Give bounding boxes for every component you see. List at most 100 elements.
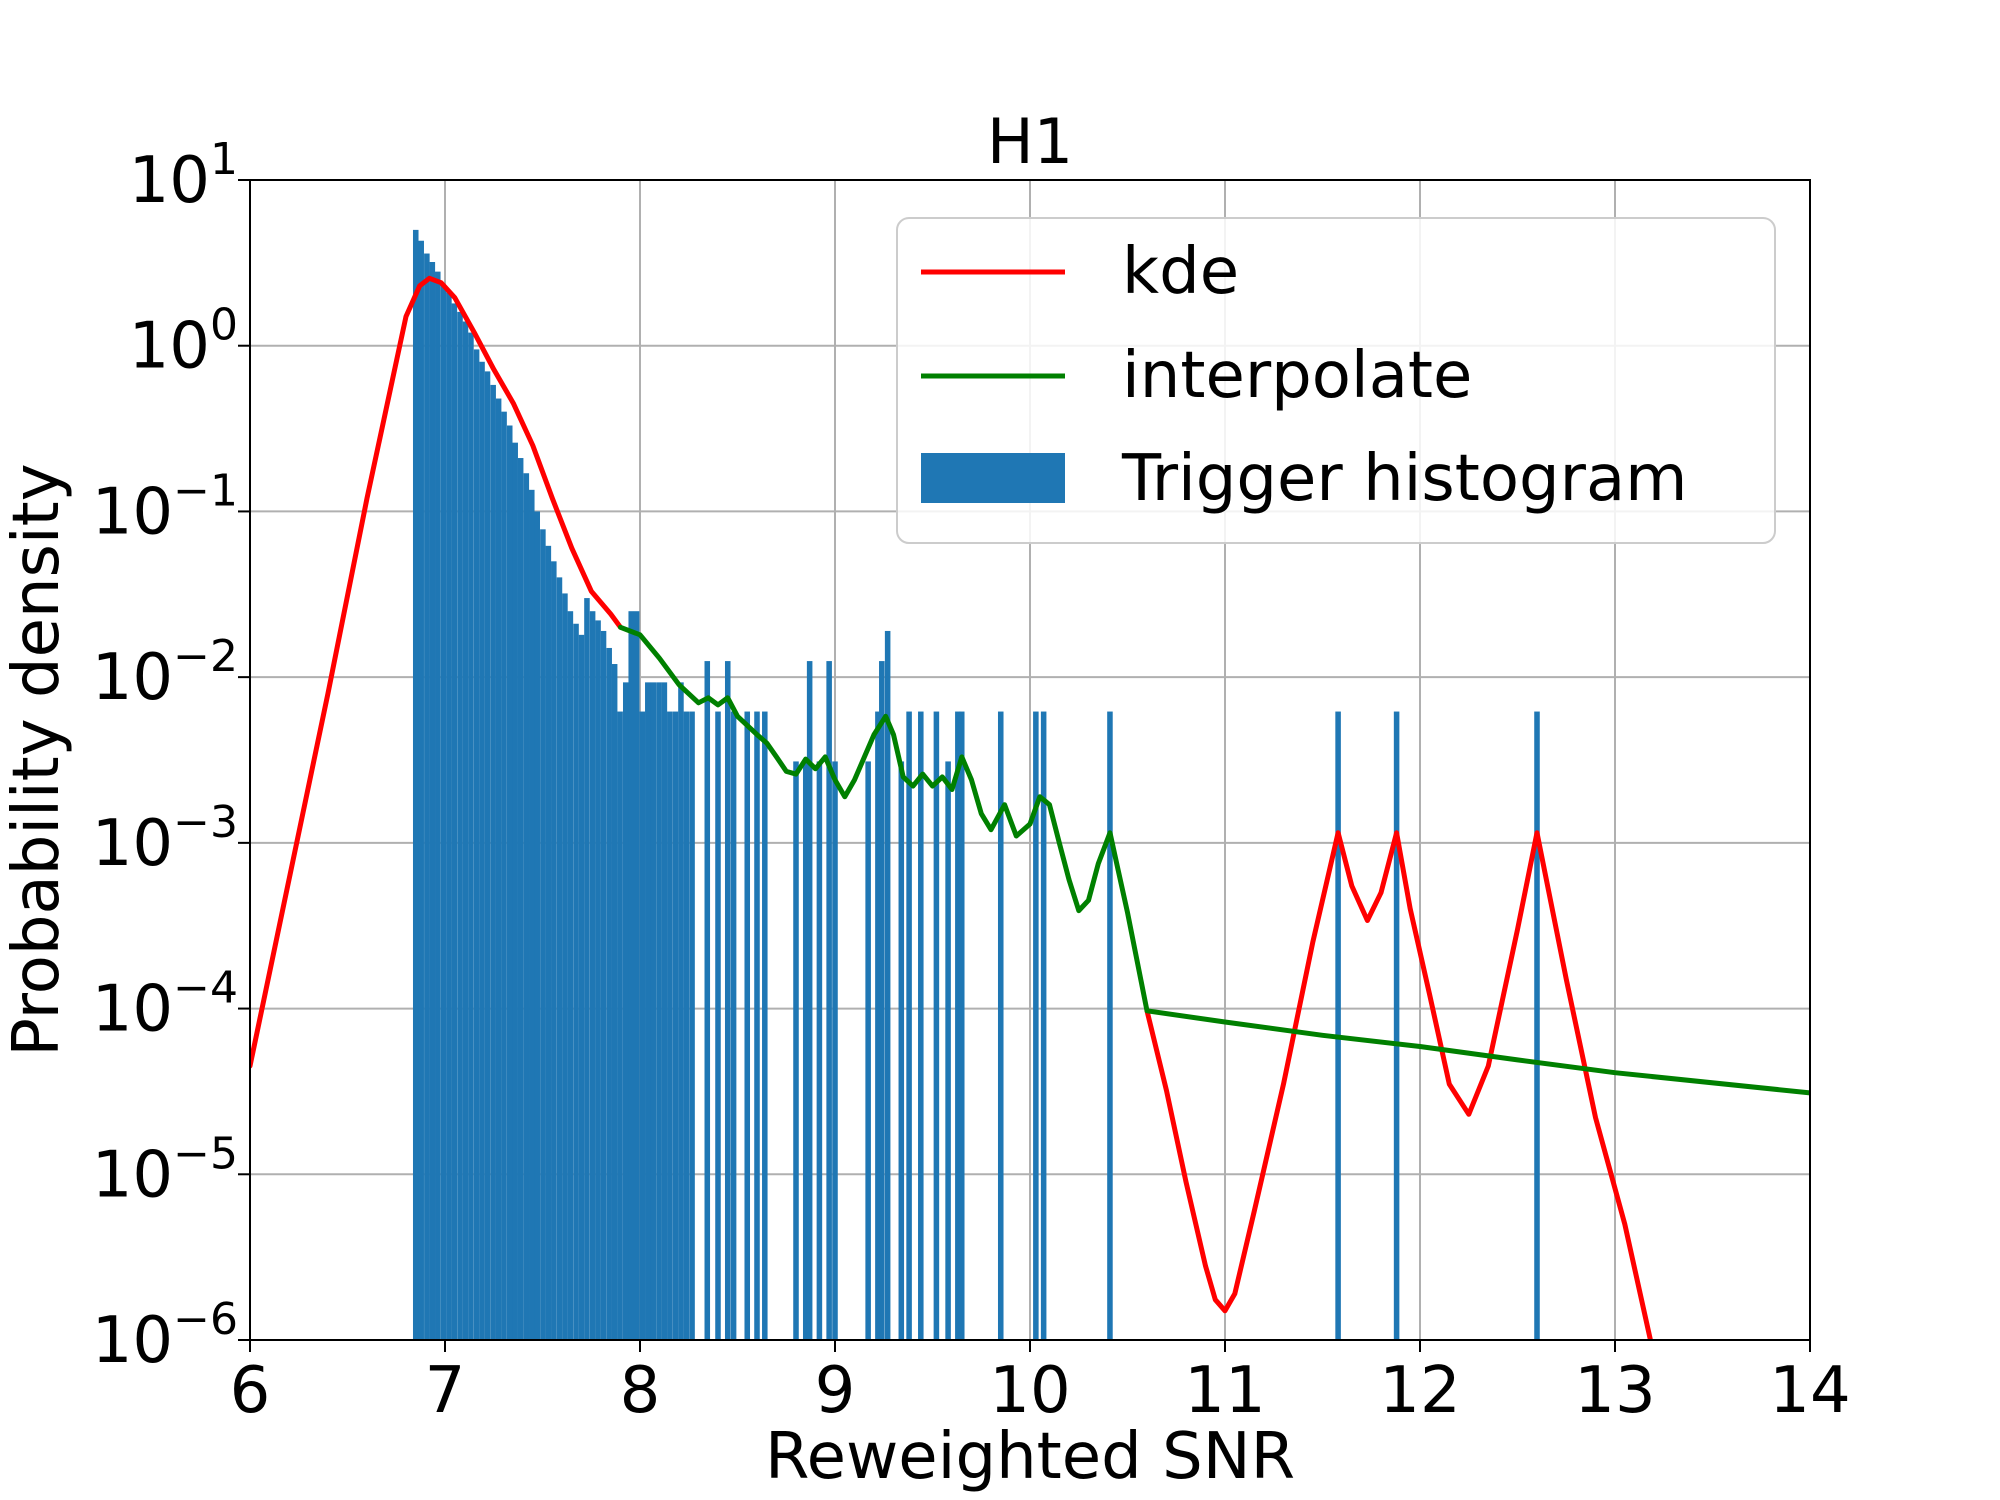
histogram-bar	[622, 682, 629, 1340]
histogram-bar	[551, 561, 557, 1340]
histogram-bar	[744, 711, 751, 1340]
histogram-bar	[898, 761, 905, 1340]
histogram-bar	[424, 253, 430, 1341]
histogram-bar	[523, 473, 530, 1341]
histogram-bar	[440, 285, 447, 1341]
x-tick-label: 7	[425, 1354, 466, 1428]
histogram-bar	[816, 761, 823, 1340]
histogram-bar	[529, 489, 535, 1340]
histogram-bar	[639, 711, 646, 1340]
histogram-bar	[617, 711, 623, 1340]
histogram-bar	[683, 711, 690, 1340]
histogram-bar	[997, 711, 1004, 1340]
histogram-bar	[562, 593, 568, 1340]
histogram-bar	[678, 682, 684, 1340]
histogram-bar	[457, 311, 463, 1341]
histogram-bar	[484, 371, 491, 1340]
histogram-bar	[512, 442, 518, 1340]
histogram-bar	[661, 682, 668, 1340]
x-tick-label: 9	[815, 1354, 856, 1428]
histogram-bar	[933, 711, 940, 1340]
histogram-bar	[501, 411, 507, 1340]
histogram-bar	[875, 711, 881, 1340]
series-lines	[250, 275, 1810, 1340]
histogram-bar	[667, 711, 673, 1340]
histogram-bar	[412, 229, 419, 1340]
x-tick-label: 8	[620, 1354, 661, 1428]
histogram-bar	[628, 611, 634, 1340]
histogram-bar	[490, 384, 496, 1341]
histogram-bar	[724, 661, 731, 1340]
histogram-bar	[1040, 711, 1047, 1340]
histogram-bar	[762, 711, 768, 1340]
y-tick-label: 10−3	[92, 797, 238, 881]
histogram-bar	[645, 682, 651, 1340]
y-axis-label: Probability density	[0, 463, 74, 1056]
x-tick-label: 6	[230, 1354, 271, 1428]
histogram-bar	[545, 545, 552, 1340]
legend: kde interpolate Trigger histogram	[896, 217, 1776, 544]
y-tick-label: 10−4	[92, 963, 238, 1047]
histogram-bar	[468, 332, 474, 1340]
histogram-bar	[567, 611, 574, 1340]
histogram-bar	[611, 664, 618, 1340]
histogram-bar	[534, 511, 541, 1340]
histogram-bar	[606, 647, 612, 1340]
x-tick-label: 11	[1184, 1354, 1265, 1428]
legend-box	[896, 217, 1776, 544]
y-tick-label: 10−1	[92, 465, 238, 549]
histogram-bar	[506, 425, 513, 1340]
histogram-bar	[672, 711, 679, 1340]
y-axis-ticks: 10−6 10−5 10−4 10−3 10−2 10−1 100 101	[92, 134, 250, 1378]
histogram-bar	[589, 611, 596, 1340]
histogram-bar	[730, 711, 737, 1340]
histogram-bar	[1107, 711, 1113, 1340]
histogram-bar	[517, 458, 524, 1340]
histogram-bar	[955, 711, 961, 1340]
histogram-bar	[832, 761, 838, 1340]
histogram-bar	[806, 661, 813, 1340]
histogram-bar	[595, 620, 601, 1340]
histogram-bars	[412, 229, 1540, 1341]
histogram-bar	[1534, 711, 1540, 1340]
histogram-bar	[556, 577, 563, 1340]
histogram-bar	[633, 611, 640, 1340]
histogram-bar	[945, 761, 951, 1340]
x-tick-label: 14	[1769, 1354, 1850, 1428]
histogram-bar	[826, 661, 832, 1340]
x-axis-ticks: 6 7 8 9 10 11 12 13 14	[230, 1340, 1851, 1428]
histogram-bar	[1393, 711, 1400, 1340]
x-tick-label: 13	[1574, 1354, 1655, 1428]
histogram-bar	[715, 711, 721, 1340]
y-tick-label: 10−6	[92, 1294, 238, 1378]
y-tick-label: 101	[129, 134, 238, 218]
histogram-bar	[584, 598, 590, 1340]
histogram-bar	[906, 711, 912, 1340]
histogram-bar	[540, 529, 546, 1340]
y-tick-label: 10−5	[92, 1128, 238, 1212]
chart-title: H1	[987, 105, 1073, 178]
histogram-bar	[451, 303, 458, 1340]
histogram-bar	[879, 661, 885, 1340]
histogram-bar	[754, 711, 760, 1340]
x-tick-label: 10	[989, 1354, 1070, 1428]
histogram-bar	[802, 761, 809, 1340]
legend-histogram-swatch	[921, 453, 1065, 503]
histogram-bar	[600, 630, 607, 1340]
legend-histogram-label: Trigger histogram	[1121, 442, 1688, 516]
legend-kde-label: kde	[1122, 235, 1239, 309]
x-tick-label: 12	[1379, 1354, 1460, 1428]
histogram-bar	[473, 349, 480, 1341]
histogram-bar	[495, 398, 502, 1340]
histogram-bar	[578, 634, 585, 1340]
kde-line	[1144, 830, 1653, 1340]
histogram-bar	[958, 711, 965, 1340]
histogram-bar	[650, 682, 657, 1340]
x-axis-label: Reweighted SNR	[765, 1420, 1295, 1494]
histogram-bar	[418, 240, 424, 1341]
histogram-bar	[573, 623, 579, 1340]
y-tick-label: 10−2	[92, 631, 238, 715]
kde-line	[250, 275, 623, 1069]
histogram-bar	[865, 761, 871, 1340]
